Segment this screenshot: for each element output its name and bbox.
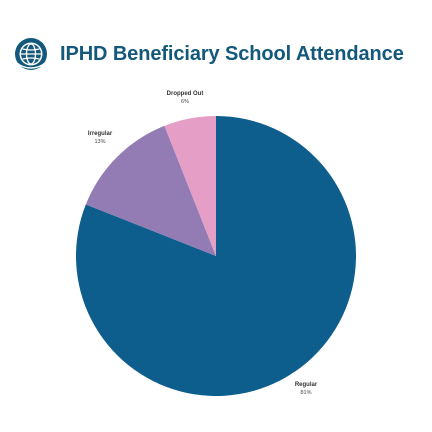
- page-title: IPHD Beneficiary School Attendance: [60, 42, 404, 65]
- slice-label: Regular: [295, 382, 318, 388]
- slice-value-label: 81%: [300, 390, 311, 396]
- pie-slice-regular: [75, 116, 357, 396]
- header: IPHD Beneficiary School Attendance: [14, 36, 404, 72]
- pie-slice-irregular: [85, 125, 216, 256]
- pie-slice-dropped-out: [164, 116, 216, 256]
- slice-value-label: 13%: [94, 139, 105, 145]
- slice-label: Dropped Out: [167, 91, 204, 97]
- slice-value-label: 6%: [181, 99, 189, 105]
- globe-logo-icon: [15, 38, 47, 70]
- slice-label: Irregular: [88, 131, 113, 137]
